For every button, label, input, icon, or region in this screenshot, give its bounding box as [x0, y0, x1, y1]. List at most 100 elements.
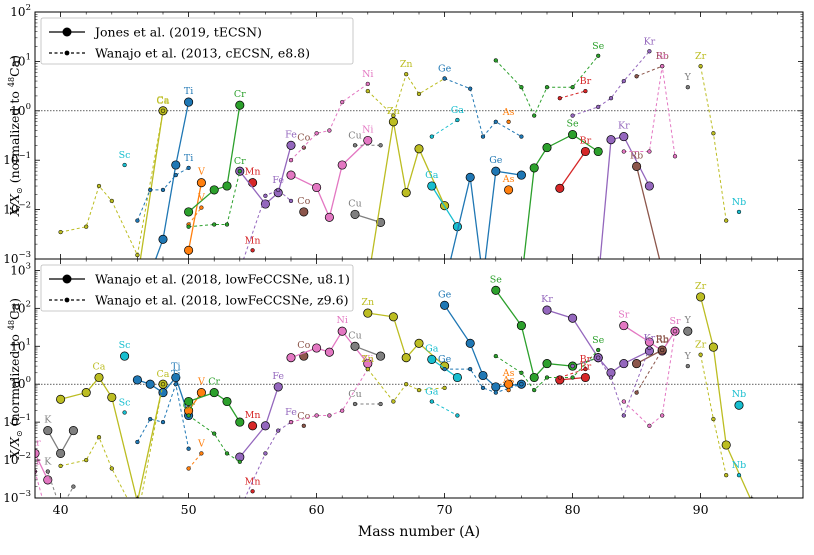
data-point: [196, 178, 206, 188]
element-label: Ca: [157, 95, 170, 106]
element-label: Zn: [361, 354, 374, 365]
data-point: [250, 489, 255, 494]
data-point: [429, 134, 434, 139]
legend-box: [40, 17, 354, 65]
y-tick-label: 101: [10, 337, 31, 353]
series-line-se: [495, 349, 599, 391]
element-label: Zn: [400, 59, 413, 70]
data-point: [184, 207, 194, 217]
data-point: [519, 382, 524, 387]
data-point: [388, 312, 398, 322]
element-label: Ti: [171, 369, 180, 380]
data-point: [94, 372, 104, 383]
data-point: [276, 428, 281, 433]
y-label-part: (normalized to: [7, 87, 22, 187]
series-line-fe: [239, 145, 292, 205]
y-tick-label: 102: [10, 3, 31, 19]
element-label: Kr: [618, 121, 630, 132]
data-point: [506, 387, 511, 393]
element-label: Y: [684, 72, 692, 83]
element-label: Rb: [656, 335, 669, 346]
y-label-part: (normalized to: [7, 330, 22, 430]
y-tick-exponent: 1: [26, 52, 31, 62]
element-label: Ge: [438, 354, 452, 365]
element-label: Sc: [119, 398, 131, 409]
series-line-v: [188, 207, 202, 225]
element-label: Rb: [630, 150, 643, 161]
data-point: [248, 421, 258, 431]
data-point: [324, 212, 334, 222]
data-point: [314, 131, 319, 136]
element-label: Ca: [93, 362, 106, 373]
element-label: Sr: [657, 51, 669, 62]
y-tick-label: 100: [10, 375, 31, 391]
data-point: [493, 58, 498, 63]
series-solid: ArKCaScTiVCrMnFeCoNiCuZnGaGeAsSeBrKrSrRb…: [35, 274, 755, 498]
data-point: [429, 399, 434, 404]
data-point: [288, 158, 294, 163]
element-label: Cr: [234, 89, 246, 100]
series-line-cr: [188, 391, 241, 423]
y-tick-base: 10: [3, 453, 18, 467]
data-point: [416, 387, 422, 393]
series-line-cr: [188, 105, 241, 213]
data-point: [619, 359, 629, 369]
data-point: [734, 400, 744, 410]
data-point: [212, 222, 217, 227]
x-tick-label: 90: [693, 502, 709, 517]
data-point: [698, 64, 703, 69]
data-point: [480, 385, 486, 391]
data-point: [56, 394, 66, 404]
legend-entry: Jones et al. (2019, tECSN): [93, 25, 262, 40]
y-tick-label: 100: [10, 102, 31, 118]
data-point: [363, 308, 373, 318]
data-point: [529, 372, 539, 383]
data-point: [134, 497, 141, 498]
data-point: [148, 416, 153, 422]
data-point: [145, 379, 155, 389]
series-line-ga: [431, 119, 458, 138]
y-tick-exponent: −2: [18, 451, 31, 461]
data-point: [58, 463, 63, 469]
data-point: [222, 181, 232, 191]
y-tick-label: 10−2: [3, 201, 31, 217]
data-point: [644, 181, 654, 191]
element-label: Se: [592, 335, 605, 346]
element-label: Cr: [208, 377, 220, 388]
data-point: [388, 117, 398, 127]
series-line-ar: [35, 453, 49, 481]
series-line-cr: [188, 415, 241, 463]
y-tick-exponent: 2: [26, 3, 31, 13]
element-label: Ti: [171, 362, 180, 373]
element-label: Ca: [157, 96, 170, 107]
y-tick-exponent: 0: [26, 102, 31, 112]
series-line-zr: [700, 66, 727, 221]
x-tick-label: 70: [437, 502, 453, 517]
data-point: [736, 209, 742, 215]
element-label: Ge: [438, 64, 452, 75]
y-tick-base: 10: [10, 339, 25, 353]
data-point: [465, 338, 475, 348]
data-point: [442, 76, 447, 81]
series-line-ti: [155, 101, 190, 259]
element-label: As: [502, 174, 515, 185]
element-label: Ni: [362, 125, 373, 136]
data-point: [504, 185, 514, 195]
element-label: Fe: [285, 407, 297, 418]
element-label: Br: [580, 354, 592, 365]
data-point: [621, 413, 626, 418]
data-point: [299, 207, 309, 217]
data-point: [109, 198, 114, 204]
element-label: Nb: [732, 197, 746, 208]
data-point: [68, 426, 78, 436]
element-label: Cr: [234, 156, 246, 167]
x-axis-label: Mass number (A): [358, 524, 480, 540]
data-point: [46, 516, 50, 520]
series-line-br: [559, 90, 586, 99]
data-point: [596, 355, 601, 360]
data-point: [452, 372, 462, 383]
data-point: [84, 457, 89, 463]
element-label: Ga: [425, 170, 439, 181]
